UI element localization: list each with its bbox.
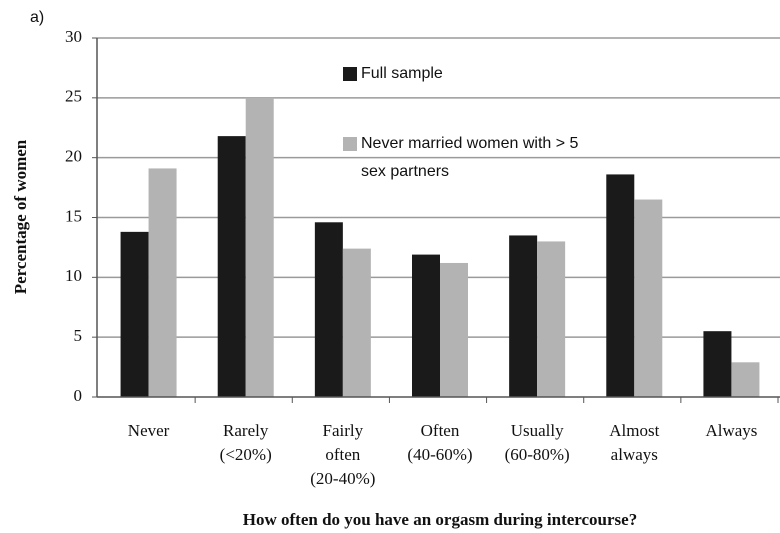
x-tick-label: (20-40%) [310, 469, 375, 488]
x-tick-label: often [325, 445, 360, 464]
bar [412, 254, 440, 397]
panel-label: a) [30, 9, 44, 26]
bar [606, 174, 635, 397]
x-tick-label: Usually [511, 421, 564, 440]
y-tick-label: 30 [65, 27, 82, 46]
x-tick-label: (<20%) [220, 445, 272, 464]
legend-swatch [343, 137, 357, 151]
y-tick-label: 15 [65, 206, 82, 225]
bar [509, 235, 538, 397]
bar [314, 222, 343, 397]
x-axis-label: How often do you have an orgasm during i… [243, 510, 637, 529]
x-tick-label: always [611, 445, 658, 464]
y-tick-label: 10 [65, 266, 82, 285]
x-tick-label: Almost [609, 421, 659, 440]
y-tick-label: 25 [65, 87, 82, 106]
x-tick-label: Never [128, 421, 170, 440]
bar [634, 199, 663, 397]
x-tick-label: Often [421, 421, 460, 440]
y-axis-label: Percentage of women [11, 139, 30, 294]
x-tick-label: (60-80%) [505, 445, 570, 464]
legend-label: Full sample [361, 65, 443, 82]
bar [342, 248, 371, 397]
legend-swatch [343, 67, 357, 81]
x-tick-label: Always [705, 421, 757, 440]
bar [148, 168, 177, 397]
bar [703, 331, 732, 397]
bar [440, 262, 468, 397]
y-tick-label: 0 [74, 386, 83, 405]
x-tick-label: Fairly [323, 421, 364, 440]
bar [731, 362, 760, 397]
bar [217, 136, 246, 398]
bar [537, 241, 566, 397]
y-tick-label: 5 [74, 326, 83, 345]
x-tick-label: (40-60%) [407, 445, 472, 464]
bar [120, 231, 149, 397]
legend-label: Never married women with > 5 sex partner… [361, 135, 579, 180]
bar [245, 97, 274, 397]
x-tick-label: Rarely [223, 421, 269, 440]
y-tick-label: 20 [65, 147, 82, 166]
